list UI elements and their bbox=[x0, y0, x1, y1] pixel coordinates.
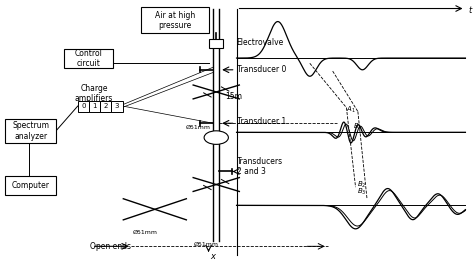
Text: Ø51mm: Ø51mm bbox=[133, 230, 158, 235]
Text: Ø51mm: Ø51mm bbox=[194, 242, 219, 247]
Text: Open ends: Open ends bbox=[91, 242, 131, 251]
Text: Control
circuit: Control circuit bbox=[74, 49, 102, 68]
Bar bbox=[100, 100, 111, 112]
Text: $x$: $x$ bbox=[210, 252, 217, 261]
Bar bbox=[78, 100, 89, 112]
Text: $B_1$: $B_1$ bbox=[353, 122, 363, 132]
Text: Air at high
pressure: Air at high pressure bbox=[155, 11, 195, 30]
Text: Computer: Computer bbox=[11, 181, 50, 190]
Text: Transducers
2 and 3: Transducers 2 and 3 bbox=[237, 156, 283, 176]
Text: 3: 3 bbox=[115, 103, 119, 109]
Bar bbox=[64, 49, 113, 68]
Text: 15m: 15m bbox=[225, 92, 242, 101]
Text: $A_1$: $A_1$ bbox=[346, 105, 356, 115]
Text: $B_3$: $B_3$ bbox=[356, 187, 366, 197]
Text: Ø51mm: Ø51mm bbox=[185, 124, 210, 129]
Circle shape bbox=[204, 131, 228, 144]
Bar bbox=[89, 100, 100, 112]
Bar bbox=[5, 176, 56, 195]
Text: Electrovalve: Electrovalve bbox=[237, 38, 284, 47]
Bar bbox=[5, 119, 56, 143]
Text: Transducer 0: Transducer 0 bbox=[237, 65, 286, 74]
Bar bbox=[141, 7, 209, 33]
Text: 0: 0 bbox=[81, 103, 86, 109]
Bar bbox=[111, 100, 123, 112]
Text: Spectrum
analyzer: Spectrum analyzer bbox=[12, 121, 49, 141]
Text: Transducer 1: Transducer 1 bbox=[237, 118, 286, 127]
Text: Charge
amplifiers: Charge amplifiers bbox=[75, 84, 113, 103]
Text: $B_2$: $B_2$ bbox=[356, 180, 366, 190]
Text: $t$: $t$ bbox=[468, 4, 474, 15]
Text: 1: 1 bbox=[92, 103, 97, 109]
Bar bbox=[209, 39, 223, 48]
Text: 2: 2 bbox=[104, 103, 108, 109]
